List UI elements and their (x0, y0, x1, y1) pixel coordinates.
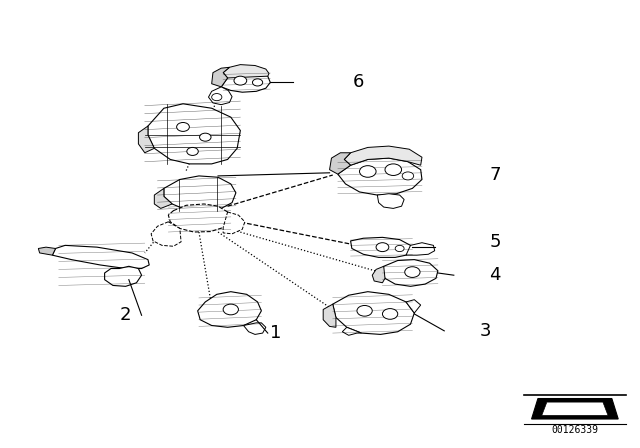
Polygon shape (344, 146, 422, 165)
Polygon shape (333, 292, 414, 334)
Circle shape (357, 306, 372, 316)
Text: 6: 6 (353, 73, 364, 90)
Polygon shape (151, 222, 181, 246)
Circle shape (200, 133, 211, 141)
Circle shape (252, 79, 262, 86)
Polygon shape (104, 266, 141, 286)
Polygon shape (338, 158, 422, 195)
Polygon shape (164, 176, 236, 211)
Circle shape (402, 172, 413, 180)
Text: 1: 1 (269, 324, 281, 342)
Circle shape (404, 267, 420, 277)
Polygon shape (378, 194, 404, 208)
Polygon shape (38, 247, 56, 255)
Circle shape (395, 246, 404, 252)
Polygon shape (168, 204, 230, 232)
Circle shape (376, 243, 389, 252)
Polygon shape (383, 260, 438, 286)
Polygon shape (212, 67, 230, 87)
Polygon shape (330, 153, 351, 174)
Text: 3: 3 (480, 322, 492, 340)
Polygon shape (323, 304, 336, 327)
Circle shape (187, 147, 198, 155)
Polygon shape (406, 300, 420, 313)
Text: 00126339: 00126339 (552, 425, 598, 435)
Circle shape (223, 304, 239, 315)
Polygon shape (138, 126, 154, 153)
Polygon shape (198, 292, 261, 327)
Circle shape (385, 164, 401, 176)
Text: 7: 7 (490, 166, 501, 184)
Polygon shape (372, 266, 385, 283)
Polygon shape (52, 246, 149, 268)
Circle shape (383, 309, 397, 319)
Text: 2: 2 (120, 306, 131, 324)
Circle shape (212, 94, 222, 101)
Polygon shape (541, 402, 608, 415)
Polygon shape (148, 104, 241, 164)
Text: 4: 4 (490, 266, 501, 284)
Polygon shape (406, 243, 435, 255)
Polygon shape (209, 87, 232, 105)
Polygon shape (244, 323, 266, 334)
Polygon shape (532, 399, 618, 419)
Polygon shape (223, 65, 269, 78)
Polygon shape (223, 212, 245, 234)
Circle shape (360, 166, 376, 177)
Text: 5: 5 (490, 233, 501, 251)
Circle shape (234, 76, 246, 85)
Circle shape (177, 122, 189, 131)
Polygon shape (221, 70, 270, 92)
Polygon shape (154, 188, 172, 208)
Polygon shape (342, 327, 362, 335)
Polygon shape (351, 237, 412, 258)
